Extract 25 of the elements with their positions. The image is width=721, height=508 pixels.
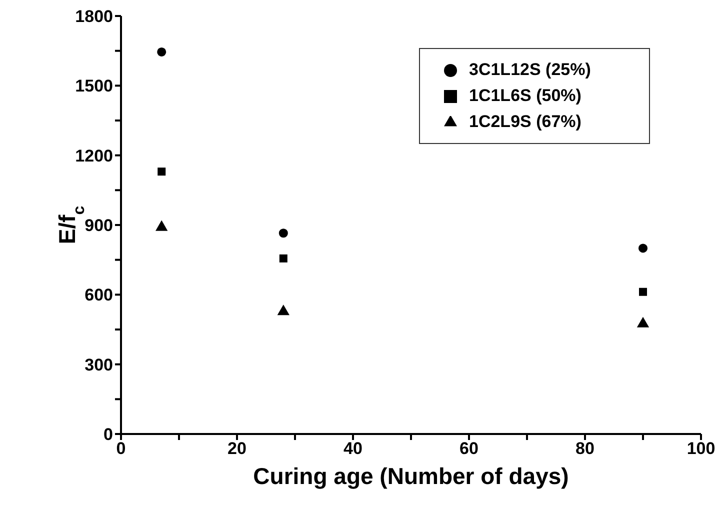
x-axis-title: Curing age (Number of days) (253, 463, 569, 489)
x-tick-label: 100 (686, 439, 716, 458)
y-tick-label: 0 (104, 425, 113, 444)
point (278, 228, 288, 238)
point (639, 288, 647, 296)
x-tick-label: 0 (116, 439, 126, 458)
x-tick-label: 60 (460, 439, 478, 458)
point (277, 304, 290, 316)
legend-label: 1C2L9S (67%) (469, 112, 582, 131)
y-tick-label: 300 (84, 355, 113, 374)
x-tick-label: 80 (576, 439, 594, 458)
point (156, 220, 168, 231)
point (636, 316, 650, 328)
point (158, 168, 166, 176)
point (157, 47, 166, 56)
y-tick-label: 600 (84, 286, 113, 305)
x-tick-label: 40 (344, 439, 362, 458)
point (638, 244, 648, 253)
y-tick-label: 1500 (75, 76, 113, 96)
legend-label: 1C1L6S (50%) (469, 86, 582, 105)
y-tick-label: 1800 (75, 7, 113, 26)
x-tick-label: 20 (228, 439, 246, 458)
point (279, 254, 288, 262)
y-tick-label: 1200 (75, 146, 113, 166)
legend-label: 3C1L12S (25%) (469, 60, 591, 79)
